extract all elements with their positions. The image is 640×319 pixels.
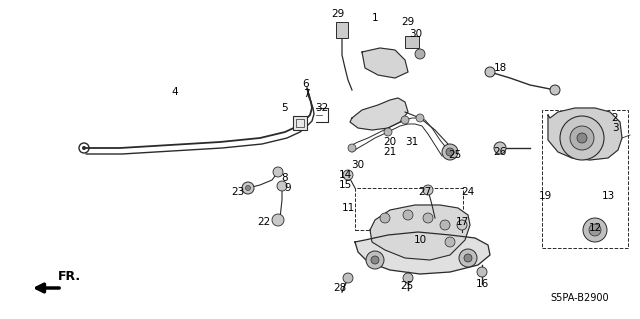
Text: 4: 4 xyxy=(172,87,179,97)
Circle shape xyxy=(380,213,390,223)
Text: 12: 12 xyxy=(588,223,602,233)
Circle shape xyxy=(494,142,506,154)
Text: S5PA-B2900: S5PA-B2900 xyxy=(550,293,609,303)
Circle shape xyxy=(583,218,607,242)
Text: 5: 5 xyxy=(282,103,288,113)
Text: 20: 20 xyxy=(383,137,397,147)
Text: 15: 15 xyxy=(339,180,351,190)
Circle shape xyxy=(445,237,455,247)
Circle shape xyxy=(384,128,392,136)
Circle shape xyxy=(577,133,587,143)
Circle shape xyxy=(459,249,477,267)
Circle shape xyxy=(423,185,433,195)
Circle shape xyxy=(272,214,284,226)
Polygon shape xyxy=(350,98,408,130)
Text: 22: 22 xyxy=(257,217,271,227)
Circle shape xyxy=(82,146,86,150)
Circle shape xyxy=(277,181,287,191)
Text: 13: 13 xyxy=(602,191,614,201)
Circle shape xyxy=(457,220,467,230)
Circle shape xyxy=(273,167,283,177)
Polygon shape xyxy=(362,48,408,78)
Text: 29: 29 xyxy=(401,17,415,27)
Text: 19: 19 xyxy=(538,191,552,201)
Circle shape xyxy=(242,182,254,194)
Text: 1: 1 xyxy=(372,13,378,23)
Circle shape xyxy=(403,210,413,220)
Text: 25: 25 xyxy=(449,150,461,160)
Circle shape xyxy=(440,220,450,230)
Circle shape xyxy=(366,251,384,269)
Polygon shape xyxy=(355,232,490,274)
Text: 29: 29 xyxy=(332,9,344,19)
Text: FR.: FR. xyxy=(58,270,81,283)
Circle shape xyxy=(423,213,433,223)
Circle shape xyxy=(589,224,601,236)
Text: 21: 21 xyxy=(383,147,397,157)
Text: 23: 23 xyxy=(232,187,244,197)
Text: 17: 17 xyxy=(456,217,468,227)
Text: 10: 10 xyxy=(413,235,427,245)
Text: 24: 24 xyxy=(461,187,475,197)
Polygon shape xyxy=(548,108,622,160)
Circle shape xyxy=(415,49,425,59)
Circle shape xyxy=(442,144,458,160)
Text: 9: 9 xyxy=(285,183,291,193)
Circle shape xyxy=(477,267,487,277)
Text: 14: 14 xyxy=(339,170,351,180)
Bar xyxy=(355,188,463,230)
Text: 30: 30 xyxy=(410,29,422,39)
Text: 8: 8 xyxy=(282,173,288,183)
Text: 25: 25 xyxy=(401,281,413,291)
Text: 3: 3 xyxy=(612,123,618,133)
Bar xyxy=(296,119,304,127)
Circle shape xyxy=(416,114,424,122)
Text: 31: 31 xyxy=(405,137,419,147)
Text: 26: 26 xyxy=(493,147,507,157)
Text: 18: 18 xyxy=(493,63,507,73)
Bar xyxy=(293,116,307,130)
Text: 28: 28 xyxy=(333,283,347,293)
Text: 2: 2 xyxy=(612,113,618,123)
Text: 11: 11 xyxy=(341,203,355,213)
Circle shape xyxy=(246,186,250,190)
Circle shape xyxy=(446,148,454,156)
Circle shape xyxy=(560,116,604,160)
Circle shape xyxy=(348,144,356,152)
Text: 16: 16 xyxy=(476,279,488,289)
Bar xyxy=(336,22,348,38)
Circle shape xyxy=(464,254,472,262)
Circle shape xyxy=(570,126,594,150)
Circle shape xyxy=(343,170,353,180)
Circle shape xyxy=(485,67,495,77)
Circle shape xyxy=(550,85,560,95)
Circle shape xyxy=(371,256,379,264)
Text: 30: 30 xyxy=(351,160,365,170)
Text: 32: 32 xyxy=(316,103,328,113)
Polygon shape xyxy=(370,205,470,260)
Circle shape xyxy=(403,273,413,283)
Text: 27: 27 xyxy=(419,187,431,197)
Circle shape xyxy=(401,116,409,124)
Bar xyxy=(542,110,628,248)
Text: 6: 6 xyxy=(303,79,309,89)
Circle shape xyxy=(343,273,353,283)
Text: 7: 7 xyxy=(303,89,309,99)
Bar xyxy=(405,36,419,48)
